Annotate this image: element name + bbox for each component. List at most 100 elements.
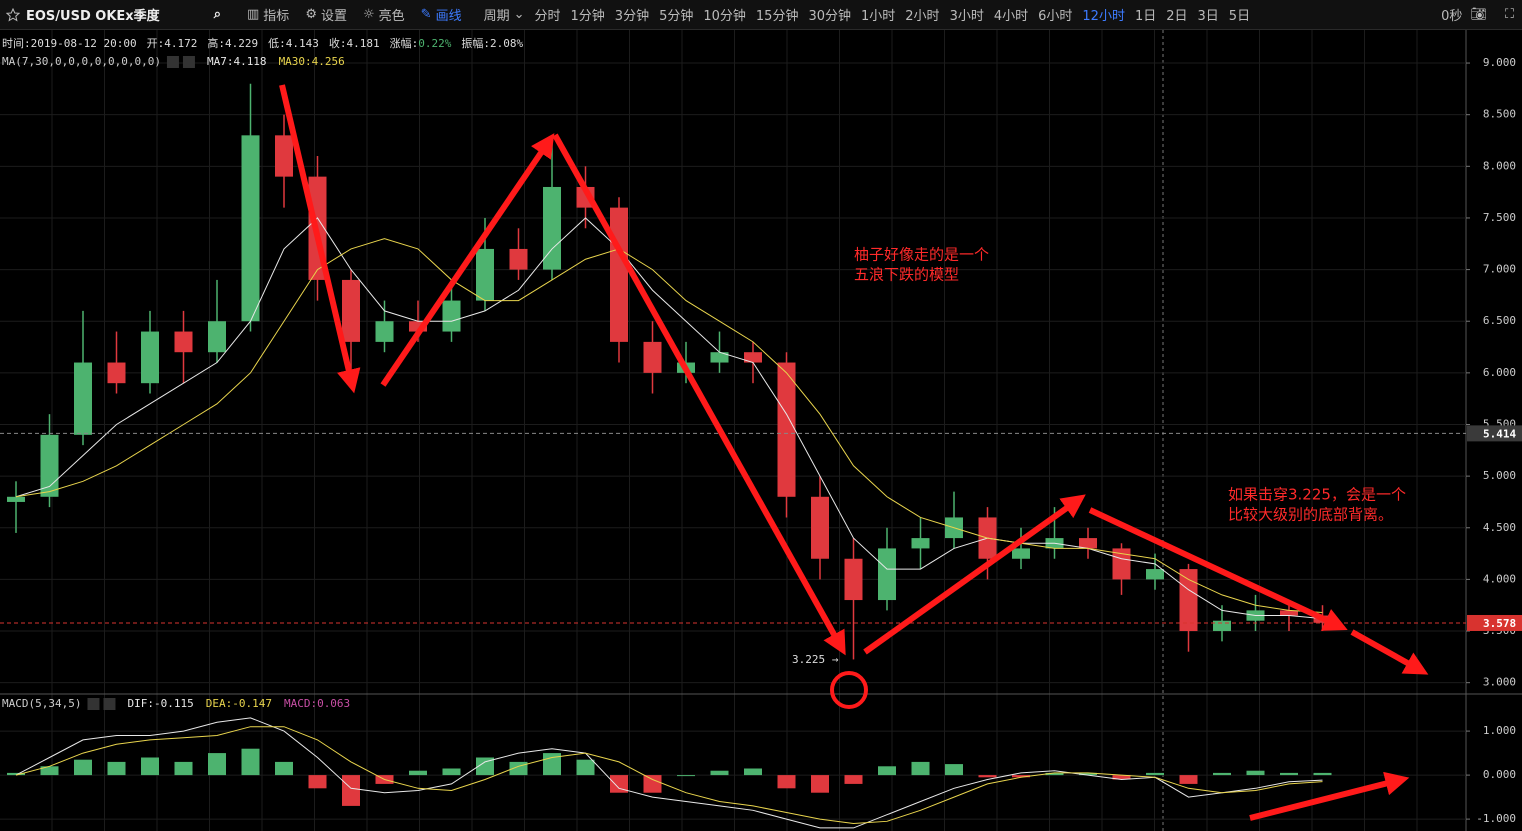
macd-bar [174, 761, 193, 776]
tool[interactable]: ⚙ 设置 [305, 7, 347, 24]
y-tick-label: 6.500 [1483, 314, 1516, 327]
interval[interactable]: 10分钟 [703, 9, 746, 24]
macd-bar [442, 768, 461, 776]
macd-bar [1280, 772, 1298, 776]
legend-item: DIF:-0.115 [127, 697, 193, 710]
legend-item: MACD:0.063 [284, 697, 350, 710]
interval[interactable]: 1分钟 [570, 9, 605, 24]
interval[interactable]: 3日 [1197, 9, 1219, 24]
arrow [1350, 629, 1429, 675]
icon [166, 56, 179, 68]
candle-body [107, 362, 126, 384]
arrow [1249, 771, 1410, 821]
interval[interactable]: 4小时 [993, 9, 1029, 24]
period-menu[interactable]: 周期 ⌄ [483, 7, 525, 24]
y-tick-label: 9.000 [1483, 56, 1516, 69]
candle-body [1079, 538, 1097, 549]
candle-body [1012, 548, 1030, 559]
candle-body [1112, 548, 1131, 580]
macd-bar [1045, 772, 1064, 776]
drawings [279, 84, 1429, 821]
fullscreen-icon[interactable]: ⛶ [1504, 7, 1514, 22]
candle-body [275, 135, 293, 177]
grid: 3.0003.5004.0004.5005.0005.5006.0006.500… [0, 30, 1522, 831]
info: 振幅:2.08% [461, 36, 523, 50]
low-label: 3.225 → [792, 653, 839, 666]
interval[interactable]: 5日 [1228, 9, 1251, 24]
y-tick-label: 6.000 [1483, 366, 1516, 379]
indicator: MACD(5,34,5) [2, 697, 81, 710]
macd-bar [308, 775, 327, 789]
macd-bar [710, 770, 729, 776]
interval[interactable]: 1日 [1134, 9, 1157, 24]
macd-bar [74, 759, 92, 776]
interval[interactable]: 分时 [534, 9, 561, 24]
interval[interactable]: 2小时 [905, 9, 940, 24]
candle-body [610, 207, 628, 342]
candle-body [878, 548, 896, 601]
candle-body [7, 496, 25, 502]
legend-item: DEA:-0.147 [206, 697, 272, 710]
ma-line [15, 726, 1323, 825]
interval[interactable]: 3小时 [949, 9, 984, 24]
macd-bar [7, 772, 25, 776]
macd-bar [844, 775, 863, 784]
interval[interactable]: 3分钟 [614, 9, 650, 24]
y-tick-label: 8.500 [1483, 108, 1516, 121]
tool[interactable]: ☼ 亮色 [362, 7, 405, 24]
symbol-name[interactable]: EOS/USD OKEx季度 [26, 9, 160, 24]
circle-mark [830, 671, 868, 709]
period-label[interactable]: 周期 [483, 9, 510, 24]
annotation: 比较大级别的底部背离。 [1228, 506, 1393, 524]
price-tag-label: 5.414 [1483, 427, 1516, 440]
candle-body [1280, 610, 1298, 616]
interval[interactable]: 1小时 [861, 9, 896, 24]
candle-body [342, 279, 360, 342]
y-tick-label: 4.500 [1483, 521, 1516, 534]
tool[interactable]: ▥ 指标 [247, 7, 290, 24]
macd-bar [610, 775, 628, 793]
interval[interactable]: 15分钟 [755, 9, 799, 24]
star-icon[interactable] [6, 7, 20, 22]
tool-label[interactable]: 亮色 [378, 9, 405, 24]
interval[interactable]: 30分钟 [808, 9, 851, 24]
tool-label[interactable]: 画线 [435, 9, 462, 24]
symbol[interactable]: EOS/USD OKEx季度 ⌕ [0, 5, 231, 24]
macd-bar [208, 753, 226, 776]
toolbar: EOS/USD OKEx季度 ⌕ ▥ 指标 ⚙ 设置 ☼ 亮色 ✎ 画线 周期 ⌄ … [0, 0, 1522, 30]
camera-icon[interactable]: 📷︎ [1470, 7, 1487, 22]
macd-bar [342, 775, 360, 806]
interval[interactable]: 12小时 [1082, 9, 1125, 24]
macd-bar [40, 766, 59, 776]
macd-bar [107, 761, 126, 776]
interval[interactable]: 2日 [1166, 9, 1188, 24]
timer: 0秒 [1441, 9, 1463, 24]
icon [182, 56, 195, 68]
candle-body [844, 558, 863, 601]
macd-bar [878, 766, 896, 776]
arrow [380, 133, 555, 387]
interval[interactable]: 5分钟 [659, 9, 694, 24]
info: 低:4.143 [268, 37, 319, 50]
macd-bar [744, 768, 762, 776]
interval[interactable]: 6小时 [1038, 9, 1073, 24]
price-tag [1467, 425, 1522, 442]
plot: 5.414 3.578 [0, 83, 1522, 829]
macd-bar [476, 757, 494, 776]
tool-label[interactable]: 指标 [263, 9, 290, 24]
candle-body [643, 341, 662, 373]
search-icon[interactable]: ⌕ [213, 7, 221, 22]
macd-bar [945, 764, 963, 776]
candle-body [241, 135, 260, 322]
candle-body [1179, 569, 1198, 632]
macd-bar [1012, 775, 1030, 778]
tool-label[interactable]: 设置 [320, 9, 347, 24]
arrow [552, 133, 846, 656]
macd-bar [911, 761, 930, 776]
tool[interactable]: ✎ 画线 [420, 7, 462, 24]
info: 收:4.181 [329, 36, 380, 50]
macd-bar [241, 748, 260, 776]
candle-body [74, 362, 92, 435]
candle-body [375, 321, 394, 342]
